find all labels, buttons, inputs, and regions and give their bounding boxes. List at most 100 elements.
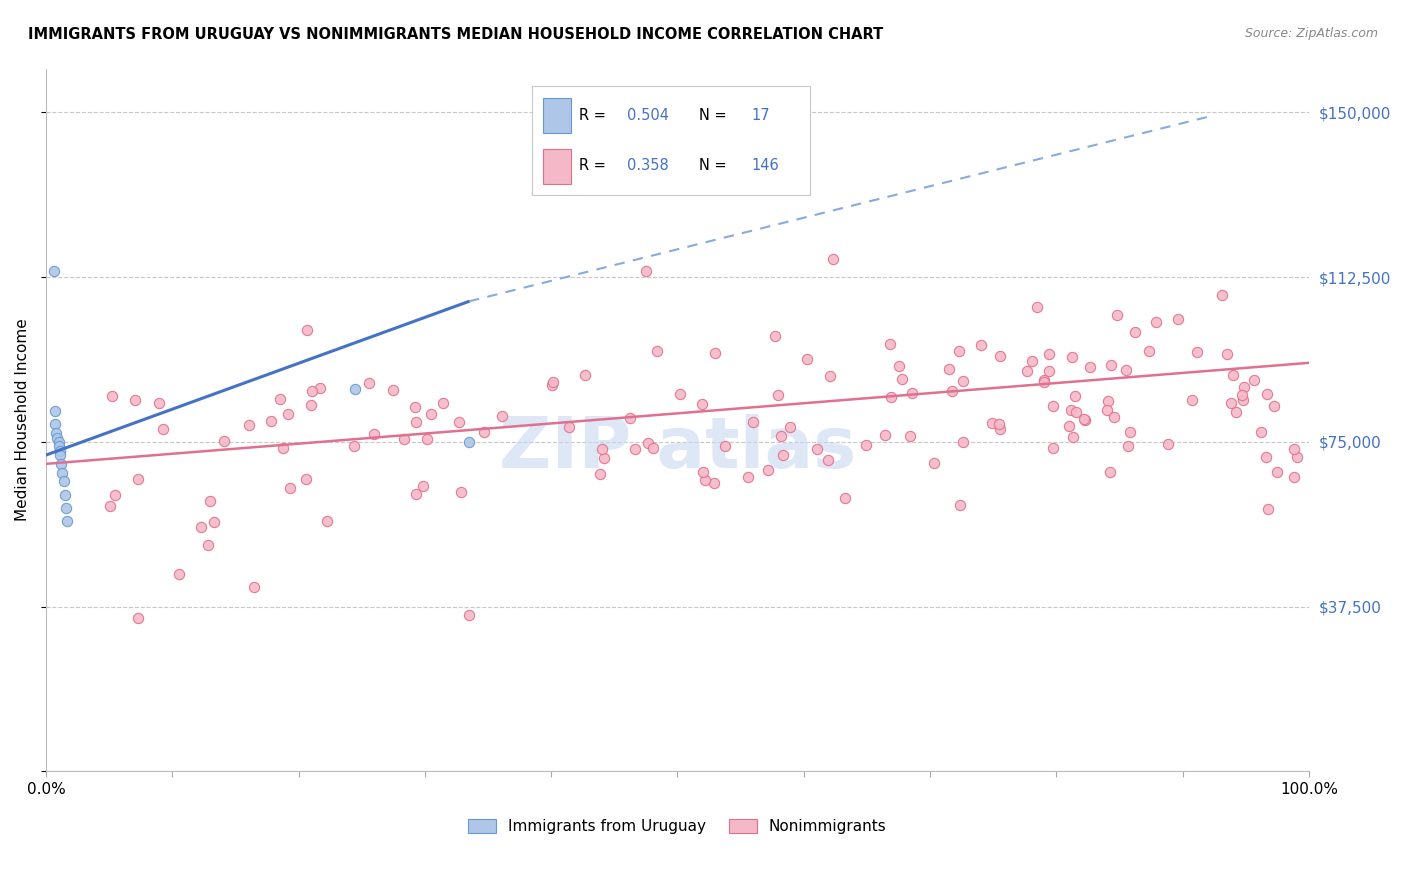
Point [1064,389,1087,403]
Point [48,434,70,449]
Point [714,438,737,452]
Point [49,448,72,462]
Point [703,346,725,360]
Y-axis label: Median Household Income: Median Household Income [15,318,30,521]
Point [1187,344,1209,359]
Point [988,349,1011,363]
Point [645,343,668,358]
Point [405,415,427,429]
Point [1137,344,1160,359]
Point [938,361,960,376]
Point [458,434,481,449]
Point [1263,399,1285,413]
Point [1102,410,1125,425]
Point [779,420,801,434]
Point [299,398,322,412]
Point [591,442,613,457]
Point [1062,350,1084,364]
Point [1015,364,1038,378]
Point [1042,399,1064,413]
Point [152,422,174,436]
Point [1042,441,1064,455]
Legend: Immigrants from Uruguay, Nonimmigrants: Immigrants from Uruguay, Nonimmigrants [468,819,887,834]
Point [52,475,75,489]
Point [1282,442,1305,457]
Text: ZIP atlas: ZIP atlas [499,414,856,483]
Point [1146,315,1168,329]
Point [1219,395,1241,409]
Point [392,432,415,446]
Point [202,515,225,529]
Point [702,475,724,490]
Point [988,417,1011,431]
Point [46,430,69,444]
Point [1284,470,1306,484]
Point [1157,437,1180,451]
Point [49,443,72,458]
Point [1167,311,1189,326]
Point [593,451,616,466]
Point [1060,402,1083,417]
Point [271,442,294,456]
Point [768,388,790,402]
Point [1211,288,1233,302]
Point [44,404,66,418]
Point [1265,466,1288,480]
Point [412,479,434,493]
Point [924,457,946,471]
Point [970,338,993,352]
Point [952,374,974,388]
Point [458,608,481,623]
Point [148,396,170,410]
Point [690,397,713,411]
Point [1254,450,1277,465]
Point [692,465,714,479]
Point [432,395,454,409]
Point [1230,388,1253,402]
Point [1078,360,1101,375]
Point [1057,419,1080,434]
Point [1038,347,1060,361]
Point [381,383,404,397]
Point [574,368,596,383]
Point [1233,380,1256,394]
Point [472,425,495,439]
Point [238,417,260,432]
Point [49,457,72,471]
Point [541,375,564,389]
Point [772,448,794,462]
Point [450,485,472,500]
Point [1181,393,1204,408]
Point [42,263,65,277]
Point [98,499,121,513]
Point [952,435,974,450]
Point [949,498,972,512]
Point [1097,394,1119,409]
Point [637,436,659,450]
Point [669,386,692,401]
Point [1115,363,1137,377]
Point [1032,373,1054,387]
Point [45,426,67,441]
Point [891,372,914,386]
Point [308,381,330,395]
Point [823,252,845,266]
Point [1222,368,1244,382]
Point [1256,386,1278,401]
Point [1216,347,1239,361]
Point [624,442,647,457]
Point [737,470,759,484]
Point [124,393,146,408]
Point [636,264,658,278]
Point [104,488,127,502]
Point [820,369,842,384]
Point [280,481,302,495]
Point [1038,364,1060,378]
Point [1025,300,1047,314]
Point [1123,325,1146,339]
Point [1243,373,1265,387]
Point [56,514,79,528]
Point [101,389,124,403]
Point [948,344,970,359]
Point [294,472,316,486]
